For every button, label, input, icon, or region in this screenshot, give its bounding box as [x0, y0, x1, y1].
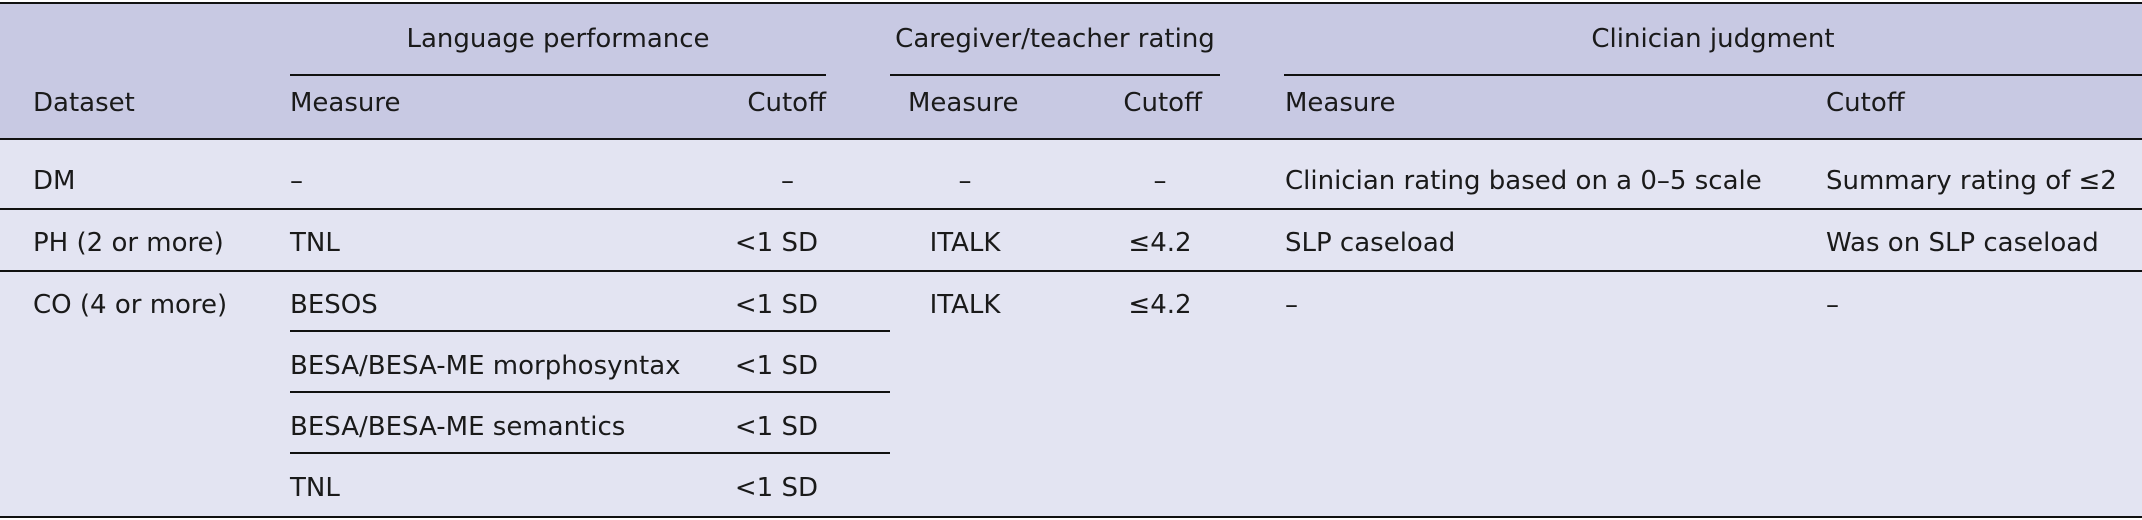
co-sub-divider-1 — [290, 330, 890, 332]
bottom-rule — [0, 516, 2142, 518]
row-dm-lang-cutoff: – — [781, 166, 794, 196]
row-divider-ph — [0, 270, 2142, 272]
row-dm-dataset: DM — [33, 166, 76, 196]
row-dm-care-cutoff: – — [1153, 166, 1167, 196]
table-body-band — [0, 139, 2142, 518]
table-header-band — [0, 3, 2142, 139]
co-lang-measure-4: TNL — [290, 473, 340, 503]
group-header-language: Language performance — [406, 24, 710, 54]
group-header-caregiver: Caregiver/teacher rating — [895, 24, 1215, 54]
co-lang-measure-3: BESA/BESA-ME semantics — [290, 412, 626, 442]
co-lang-cutoff-1: <1 SD — [734, 290, 818, 320]
top-rule — [0, 2, 2142, 4]
row-ph-lang-measure: TNL — [290, 228, 340, 258]
row-co-care-measure: ITALK — [929, 290, 1001, 320]
row-ph-lang-cutoff: <1 SD — [734, 228, 818, 258]
row-co-care-cutoff: ≤4.2 — [1128, 290, 1192, 320]
co-sub-divider-3 — [290, 452, 890, 454]
header-clin-cutoff: Cutoff — [1826, 88, 1905, 118]
row-ph-care-measure: ITALK — [929, 228, 1001, 258]
row-dm-clin-measure: Clinician rating based on a 0–5 scale — [1285, 166, 1762, 196]
row-co-clin-cutoff: – — [1826, 290, 1839, 320]
header-care-cutoff: Cutoff — [1123, 88, 1202, 118]
row-dm-clin-cutoff: Summary rating of ≤2 — [1826, 166, 2117, 196]
co-lang-cutoff-2: <1 SD — [734, 351, 818, 381]
co-lang-cutoff-4: <1 SD — [734, 473, 818, 503]
row-divider-dm — [0, 208, 2142, 210]
header-lang-measure: Measure — [290, 88, 401, 118]
row-ph-care-cutoff: ≤4.2 — [1128, 228, 1192, 258]
row-dm-care-measure: – — [958, 166, 972, 196]
clinician-group-underline — [1284, 74, 2142, 76]
caregiver-group-underline — [890, 74, 1220, 76]
co-lang-measure-2: BESA/BESA-ME morphosyntax — [290, 351, 681, 381]
row-ph-clin-measure: SLP caseload — [1285, 228, 1456, 258]
header-bottom-rule — [0, 138, 2142, 140]
row-co-dataset: CO (4 or more) — [33, 290, 228, 320]
co-lang-cutoff-3: <1 SD — [734, 412, 818, 442]
header-clin-measure: Measure — [1285, 88, 1396, 118]
row-dm-lang-measure: – — [290, 166, 303, 196]
header-dataset: Dataset — [33, 88, 135, 118]
co-sub-divider-2 — [290, 391, 890, 393]
row-co-clin-measure: – — [1285, 290, 1298, 320]
row-ph-dataset: PH (2 or more) — [33, 228, 224, 258]
row-ph-clin-cutoff: Was on SLP caseload — [1826, 228, 2099, 258]
co-lang-measure-1: BESOS — [290, 290, 378, 320]
header-lang-cutoff: Cutoff — [747, 88, 826, 118]
language-group-underline — [290, 74, 826, 76]
header-care-measure: Measure — [908, 88, 1019, 118]
group-header-clinician: Clinician judgment — [1591, 24, 1835, 54]
